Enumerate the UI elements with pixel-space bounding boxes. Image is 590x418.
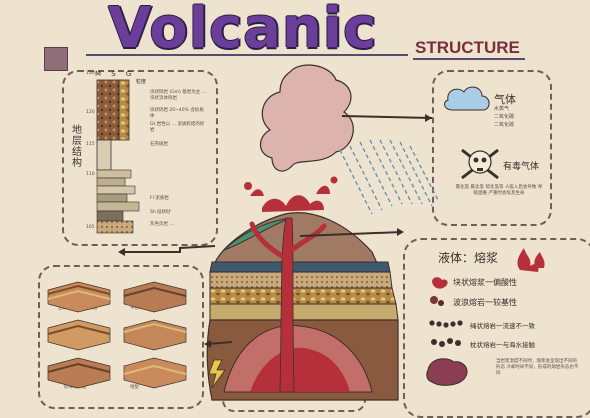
gas-item-2: 二氧化碳 bbox=[494, 114, 515, 120]
scale-tick-3: 115 bbox=[86, 142, 95, 147]
gas-item-3: 二氧化硫 bbox=[494, 122, 515, 128]
strata-note-6: Sh 层状砂 bbox=[150, 210, 171, 215]
pillow-lava-icon bbox=[431, 338, 461, 347]
wavy-lava-icon bbox=[430, 296, 444, 306]
liquid-footnote: 当岩浆温度不同时，熔浆会呈现出不同的形态 冷却时间不同，形成的熔岩形态也不同 bbox=[496, 359, 579, 376]
fault-diagrams bbox=[47, 281, 187, 389]
fault-label-5: 平移断层 bbox=[130, 306, 148, 311]
title-underline bbox=[86, 54, 408, 56]
scale-tick-5: 165 bbox=[86, 225, 95, 230]
lava-blob-icon bbox=[426, 358, 468, 386]
accent-square bbox=[44, 47, 68, 71]
grain-header: 粒度 bbox=[136, 79, 147, 85]
fault-label-6: 地堑 bbox=[130, 385, 139, 390]
lava-type-2: 波浪熔岩一较基性 bbox=[453, 298, 517, 307]
volcano-cross-section bbox=[206, 176, 399, 401]
toxic-gas-desc: 氯化氢 氟化氢 硫化氢等 人吸入后会导致 呼吸困难 严重时会危及生命 bbox=[455, 185, 543, 196]
strata-vertical-label: 地层结构 bbox=[72, 125, 82, 169]
lava-type-4: 枕状熔岩一与海水接触 bbox=[470, 341, 535, 349]
lava-type-1: 块状熔浆一偏酸性 bbox=[453, 278, 517, 287]
strata-note-3: Gt 岩性以 ... 泥质胶结的砂岩 bbox=[150, 122, 205, 133]
fire-icon bbox=[517, 248, 545, 272]
strata-panel-border bbox=[62, 70, 218, 246]
smoke-plume bbox=[259, 64, 354, 172]
scale-header: M S G bbox=[95, 70, 136, 78]
strata-note-7: 灰色页岩 ... bbox=[150, 222, 174, 227]
lightning-icon bbox=[208, 359, 226, 389]
page-title: Volcanic bbox=[108, 0, 378, 61]
scale-tick-4: 110 bbox=[86, 172, 95, 177]
scale-tick-2: 120 bbox=[86, 110, 95, 115]
subtitle-underline bbox=[413, 58, 525, 60]
page-subtitle: STRUCTURE bbox=[415, 38, 520, 57]
scale-tick-1: 130 bbox=[86, 71, 95, 76]
cloud-icon bbox=[444, 86, 490, 111]
gas-item-1: 水蒸气 bbox=[494, 106, 510, 112]
skull-icon bbox=[461, 148, 499, 180]
strata-note-2: 块状砾岩 20~40% 含砂质体 bbox=[150, 108, 204, 119]
strata-column bbox=[96, 79, 140, 234]
lava-type-3: 绳状熔岩一流速不一致 bbox=[470, 322, 535, 330]
gas-panel-border bbox=[432, 70, 552, 226]
strata-note-5: Fl 泥质岩 bbox=[150, 196, 169, 201]
liquid-title: 液体：熔浆 bbox=[438, 251, 499, 265]
fault-panel-border bbox=[38, 265, 204, 409]
strata-note-1: 块状砾岩 (Gm) 基岩为主 ...块状流体砾岩 bbox=[150, 90, 206, 101]
strata-note-4: 石英斑岩 bbox=[150, 142, 168, 147]
ropy-lava-icon bbox=[429, 320, 463, 328]
toxic-gas-title: 有毒气体 bbox=[503, 162, 540, 172]
gas-title: 气体 bbox=[494, 93, 516, 106]
blocky-lava-icon bbox=[432, 277, 448, 289]
ash-rain bbox=[339, 139, 439, 215]
